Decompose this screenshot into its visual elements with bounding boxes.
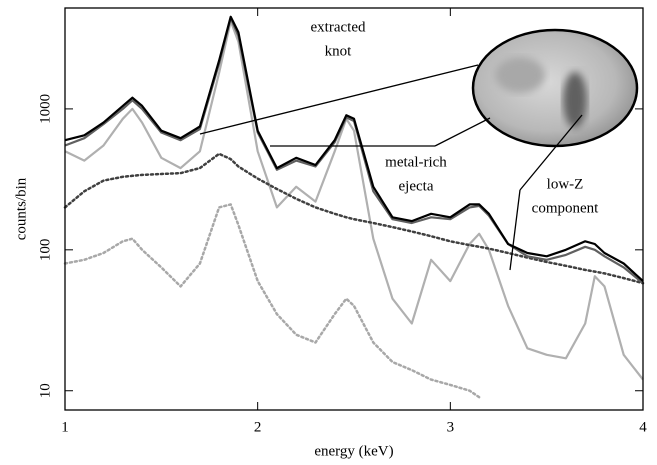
spectrum-line	[63, 203, 481, 399]
y-tick-label: 100	[37, 239, 53, 261]
x-tick-label: 4	[639, 419, 647, 435]
y-axis-label: counts/bin	[13, 177, 29, 240]
annotation: knot	[325, 43, 353, 59]
x-tick-label: 3	[447, 419, 455, 435]
annotation: low-Z	[547, 176, 584, 192]
spectrum-line	[64, 15, 644, 282]
annotation: ejecta	[399, 178, 434, 194]
annotation: metal-rich	[385, 154, 447, 170]
x-axis-label: energy (keV)	[314, 443, 393, 459]
spectrum-line	[64, 20, 644, 381]
spectrum-line	[63, 152, 645, 285]
y-tick-label: 10	[37, 383, 53, 398]
annotation: component	[532, 200, 599, 216]
plot-frame	[64, 7, 644, 411]
annotation: extracted	[311, 19, 366, 35]
x-tick-label: 1	[61, 419, 69, 435]
x-tick-label: 2	[254, 419, 262, 435]
y-tick-label: 1000	[37, 94, 53, 124]
spectrum-line	[64, 17, 644, 285]
plot-area	[63, 15, 645, 399]
inset-image	[199, 28, 639, 271]
